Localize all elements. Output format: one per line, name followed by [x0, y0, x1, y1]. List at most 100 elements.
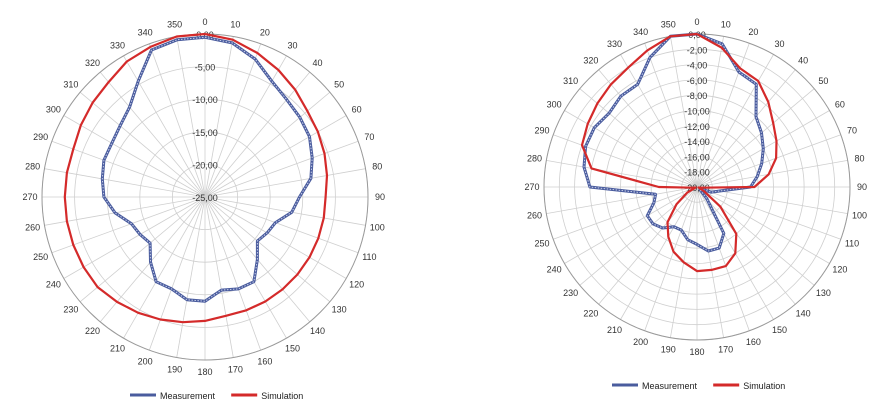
r-tick-label: -5,00 — [195, 63, 216, 73]
grid-spoke — [79, 91, 206, 198]
theta-tick-label: 350 — [661, 20, 676, 30]
theta-tick-label: 280 — [25, 162, 40, 172]
grid-spoke — [204, 91, 331, 198]
grid-spoke — [204, 196, 366, 226]
theta-tick-label: 110 — [845, 238, 859, 248]
theta-tick-label: 120 — [832, 265, 847, 275]
r-tick-label: -4,00 — [687, 61, 708, 71]
theta-tick-label: 40 — [312, 58, 322, 68]
grid-spoke — [204, 196, 359, 254]
grid-ring — [620, 110, 774, 264]
theta-tick-label: 0 — [202, 17, 207, 27]
legend-label: Simulation — [261, 391, 303, 401]
theta-tick-label: 70 — [364, 132, 374, 142]
theta-tick-label: 180 — [689, 347, 704, 357]
grid-ring — [139, 131, 271, 263]
theta-tick-label: 60 — [835, 100, 845, 110]
grid-spoke — [204, 196, 234, 358]
theta-tick-label: 20 — [260, 28, 270, 38]
theta-tick-label: 150 — [772, 325, 787, 335]
theta-tick-label: 140 — [310, 326, 325, 336]
grid-ring — [74, 66, 336, 328]
theta-tick-label: 200 — [633, 337, 648, 347]
grid-spoke — [123, 196, 206, 339]
theta-tick-label: 90 — [375, 192, 385, 202]
r-tick-label: -6,00 — [687, 76, 708, 86]
r-tick-label: -12,00 — [684, 122, 710, 132]
r-tick-label: -15,00 — [192, 128, 218, 138]
theta-tick-label: 230 — [563, 288, 578, 298]
theta-tick-label: 320 — [583, 56, 598, 66]
r-tick-label: -18,00 — [684, 168, 710, 178]
theta-tick-label: 350 — [167, 20, 182, 30]
theta-tick-label: 190 — [661, 345, 676, 355]
series-line-simulation — [63, 32, 329, 324]
grid-ring — [106, 98, 304, 296]
theta-tick-label: 290 — [33, 132, 48, 142]
theta-tick-label: 230 — [63, 305, 78, 315]
theta-tick-label: 10 — [721, 20, 731, 30]
polar-chart-2: 0 10 20 30 40 50 60 70 80 90 100 110 120 130 140 150 160… — [524, 17, 867, 391]
theta-tick-label: 80 — [854, 153, 864, 163]
legend-label: Measurement — [160, 391, 216, 401]
legend-label: Measurement — [642, 381, 698, 391]
r-tick-label: -25,00 — [192, 193, 218, 203]
grid-spoke — [63, 115, 206, 198]
theta-tick-label: 330 — [607, 39, 622, 49]
grid-ring — [558, 48, 836, 326]
grid-spoke — [99, 71, 206, 198]
theta-tick-label: 110 — [362, 252, 376, 262]
grid-spoke — [44, 168, 206, 198]
theta-tick-label: 100 — [370, 222, 385, 232]
grid-spoke — [204, 196, 287, 339]
grid-spoke — [79, 196, 206, 303]
theta-tick-label: 190 — [167, 364, 182, 374]
theta-tick-label: 170 — [718, 345, 733, 355]
theta-tick-label: 240 — [46, 280, 61, 290]
theta-tick-label: 170 — [228, 364, 243, 374]
theta-tick-label: 210 — [607, 325, 622, 335]
theta-tick-label: 340 — [633, 27, 648, 37]
grid-spoke — [148, 43, 206, 198]
grid-spoke — [176, 36, 206, 198]
theta-tick-label: 240 — [547, 265, 562, 275]
theta-tick-label: 130 — [816, 288, 831, 298]
theta-tick-label: 30 — [287, 40, 297, 50]
grid-spoke — [51, 140, 206, 198]
theta-tick-label: 20 — [748, 27, 758, 37]
theta-tick-label: 330 — [110, 40, 125, 50]
r-tick-label: -10,00 — [192, 95, 218, 105]
grid-spoke — [204, 196, 262, 351]
series-line-measurement-highlight — [101, 36, 313, 302]
legend-label: Simulation — [743, 381, 785, 391]
theta-tick-label: 300 — [46, 105, 61, 115]
grid-spoke — [204, 36, 234, 198]
theta-tick-label: 260 — [25, 222, 40, 232]
theta-tick-label: 270 — [22, 192, 37, 202]
theta-tick-label: 300 — [547, 100, 562, 110]
grid-spoke — [63, 196, 206, 279]
theta-tick-label: 30 — [774, 39, 784, 49]
theta-tick-label: 90 — [857, 182, 867, 192]
theta-tick-label: 250 — [33, 252, 48, 262]
r-tick-label: -8,00 — [687, 91, 708, 101]
theta-tick-label: 80 — [372, 162, 382, 172]
grid-spoke — [176, 196, 206, 358]
r-tick-label: -2,00 — [687, 45, 708, 55]
grid-spoke — [204, 115, 347, 198]
grid-spoke — [123, 55, 206, 198]
grid-spoke — [204, 168, 366, 198]
grid-spoke — [204, 196, 331, 303]
theta-tick-label: 50 — [818, 76, 828, 86]
theta-tick-label: 290 — [534, 126, 549, 136]
theta-tick-label: 60 — [352, 105, 362, 115]
theta-tick-label: 160 — [257, 356, 272, 366]
theta-tick-label: 280 — [527, 153, 542, 163]
theta-tick-label: 260 — [527, 211, 542, 221]
grid-spoke — [51, 196, 206, 254]
grid-spoke — [204, 140, 359, 198]
theta-tick-label: 320 — [85, 58, 100, 68]
theta-tick-label: 310 — [63, 80, 78, 90]
r-tick-label: -14,00 — [684, 137, 710, 147]
r-tick-label: -20,00 — [192, 160, 218, 170]
